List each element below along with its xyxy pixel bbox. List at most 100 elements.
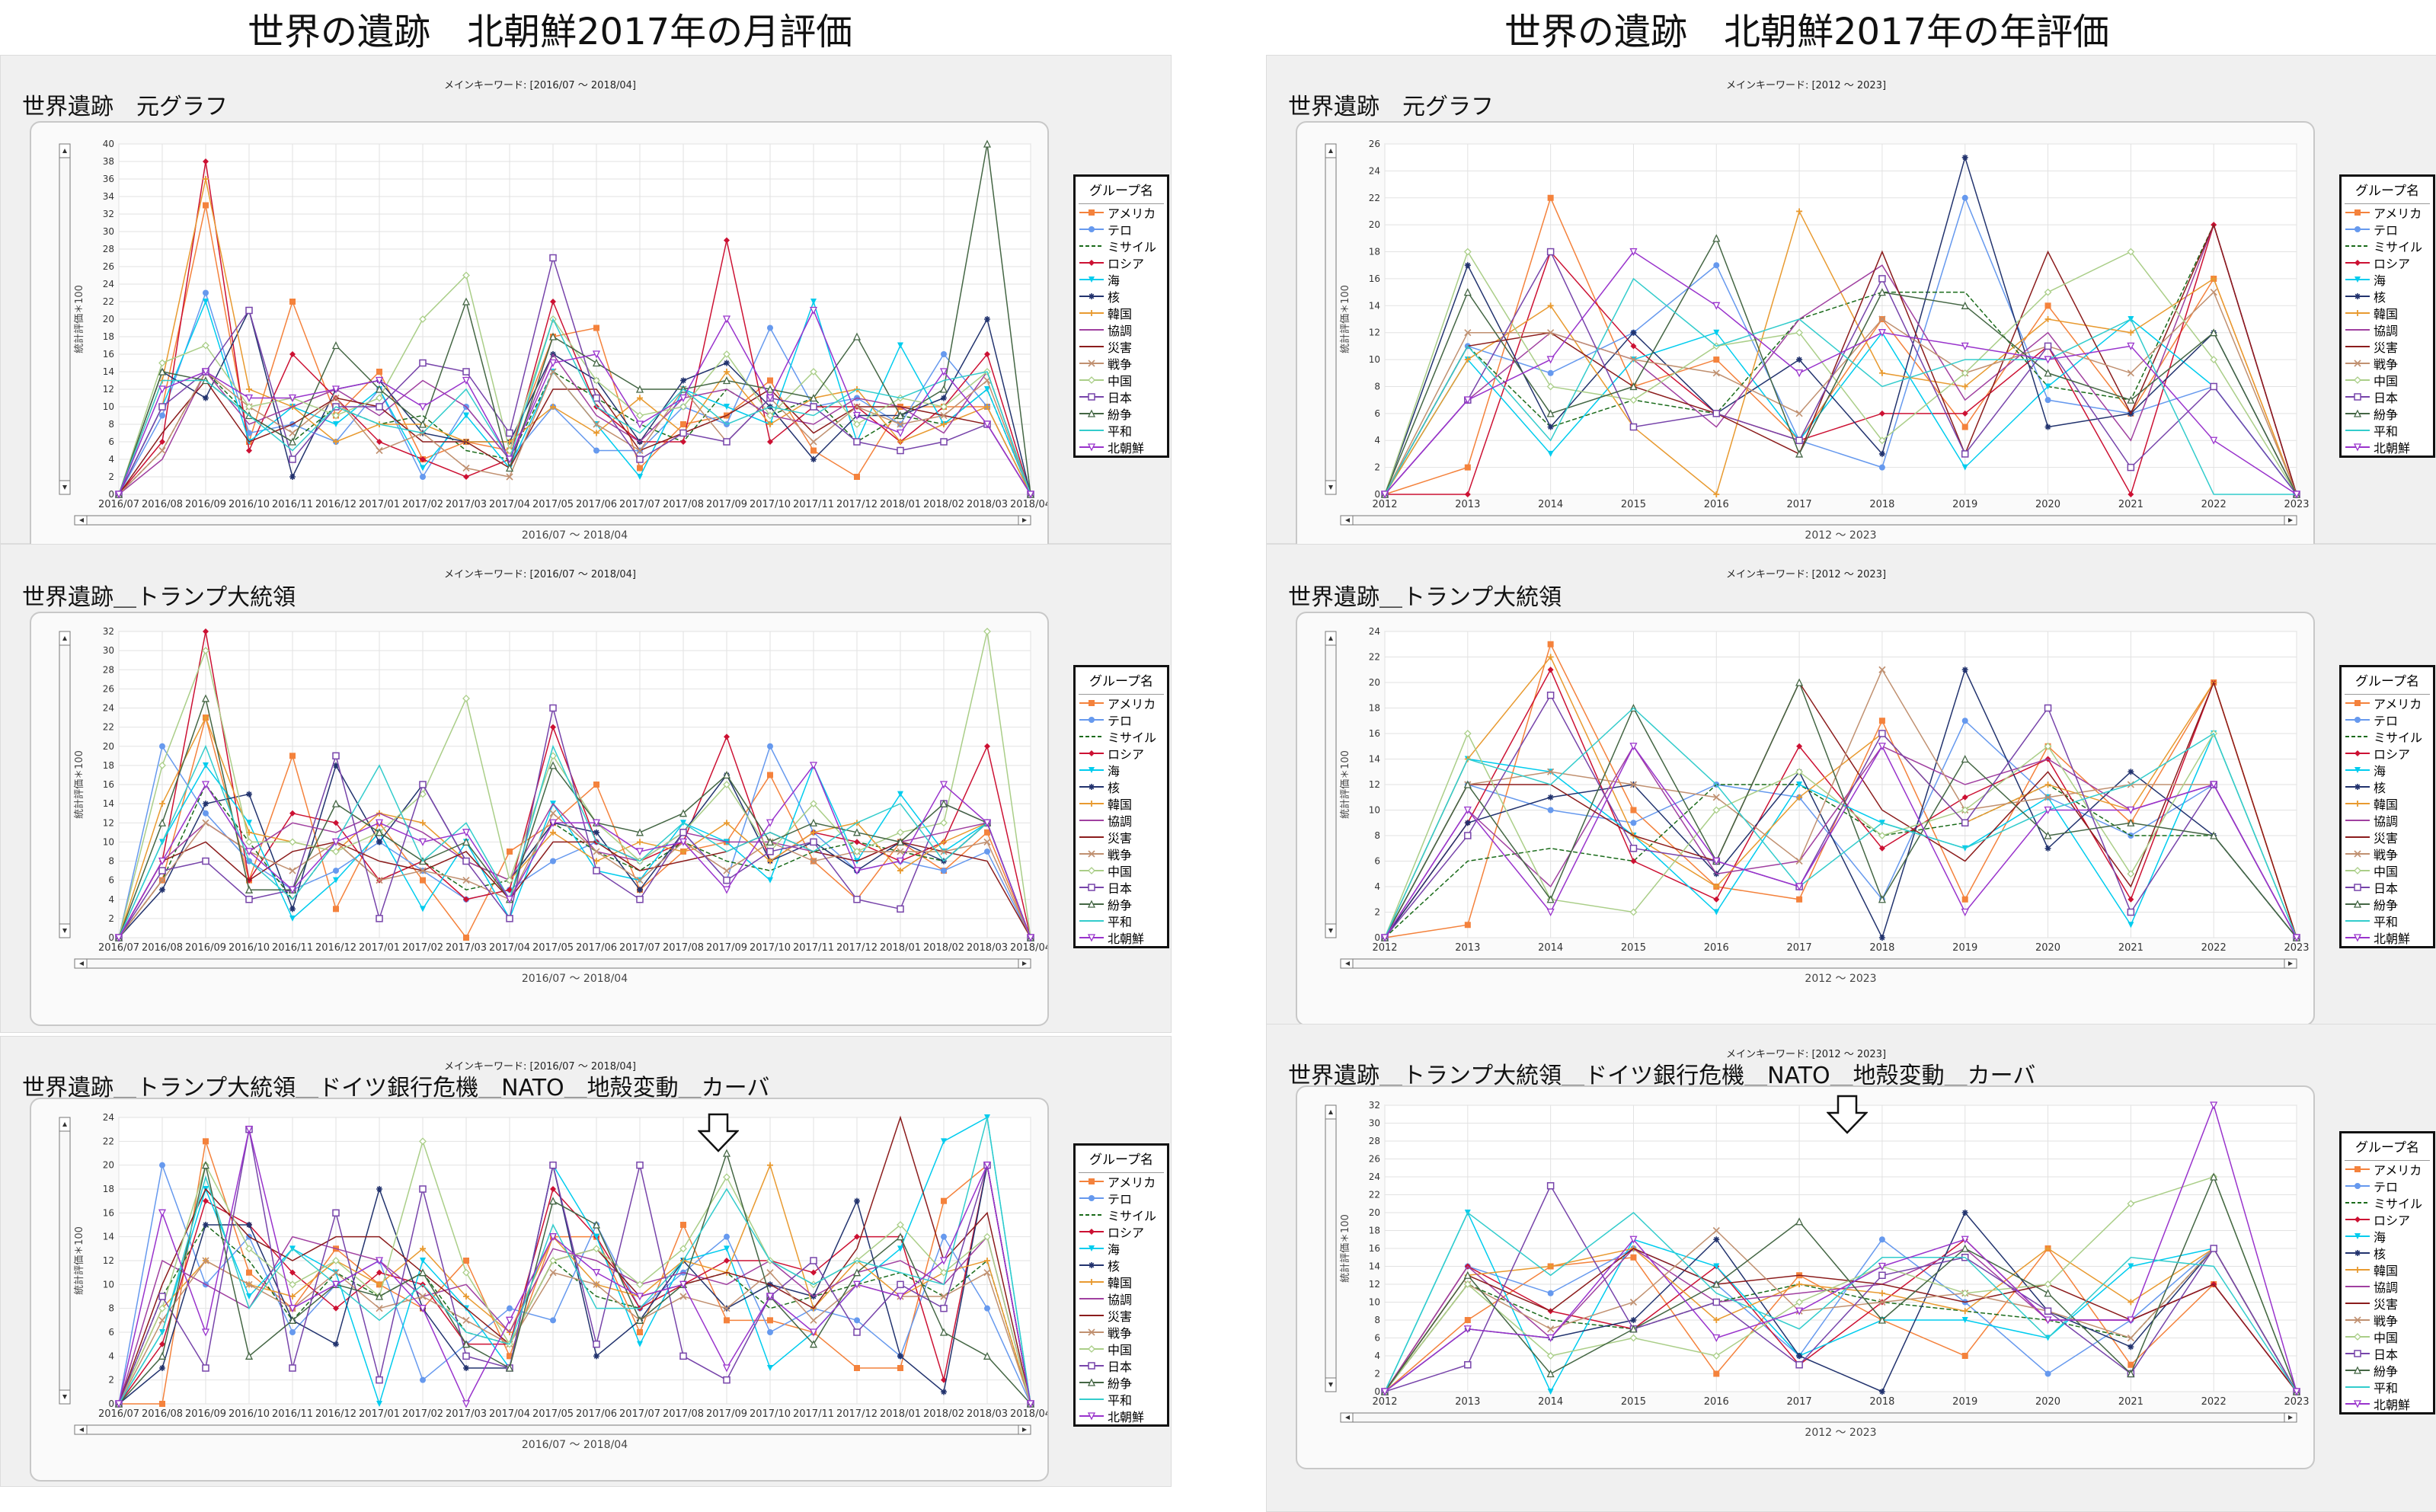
legend-item[interactable]: 戦争	[1076, 1324, 1167, 1341]
legend-item[interactable]: 紛争	[2342, 405, 2433, 422]
data-point	[420, 1258, 426, 1264]
legend-item[interactable]: 協調	[2342, 321, 2433, 338]
legend-item[interactable]: 韓国	[1076, 305, 1167, 321]
legend-item[interactable]: アメリカ	[2342, 695, 2433, 711]
legend-item[interactable]: 北朝鮮	[1076, 1408, 1167, 1424]
legend-item[interactable]: 紛争	[1076, 1374, 1167, 1391]
legend-item[interactable]: アメリカ	[1076, 204, 1167, 221]
legend-item[interactable]: 戦争	[2342, 846, 2433, 862]
legend-item[interactable]: 韓国	[2342, 795, 2433, 812]
legend-item[interactable]: 平和	[2342, 422, 2433, 439]
legend-item[interactable]: テロ	[1076, 1190, 1167, 1207]
legend-item[interactable]: 中国	[2342, 1328, 2433, 1345]
legend-item[interactable]: 日本	[1076, 388, 1167, 405]
y-tick-label: 4	[108, 894, 114, 905]
legend-item[interactable]: 中国	[1076, 862, 1167, 879]
legend-item[interactable]: 核	[1076, 778, 1167, 795]
data-point	[853, 403, 861, 411]
legend-item[interactable]: ロシア	[1076, 254, 1167, 271]
legend-item[interactable]: 海	[2342, 1228, 2433, 1245]
legend-item[interactable]: 韓国	[1076, 1274, 1167, 1290]
legend-item[interactable]: 日本	[1076, 879, 1167, 896]
legend-item[interactable]: 紛争	[1076, 405, 1167, 422]
legend-item[interactable]: 紛争	[1076, 896, 1167, 913]
data-point	[592, 359, 601, 367]
legend-item[interactable]: テロ	[2342, 1178, 2433, 1194]
legend-item[interactable]: 戦争	[2342, 1312, 2433, 1328]
legend-item[interactable]: アメリカ	[2342, 204, 2433, 221]
legend-item[interactable]: 協調	[1076, 1290, 1167, 1307]
legend-item[interactable]: 災害	[2342, 338, 2433, 355]
y-tick-label: 6	[108, 875, 114, 886]
legend-item[interactable]: 海	[2342, 762, 2433, 778]
legend-item[interactable]: 韓国	[2342, 1261, 2433, 1278]
legend-item[interactable]: 核	[2342, 778, 2433, 795]
legend-item[interactable]: 中国	[1076, 372, 1167, 388]
legend-item[interactable]: 北朝鮮	[2342, 439, 2433, 456]
legend-item[interactable]: 災害	[1076, 338, 1167, 355]
legend-item[interactable]: 中国	[2342, 862, 2433, 879]
legend-item[interactable]: アメリカ	[2342, 1161, 2433, 1178]
legend-item[interactable]: 戦争	[2342, 355, 2433, 372]
legend-item[interactable]: 北朝鮮	[2342, 929, 2433, 946]
legend-item[interactable]: 北朝鮮	[1076, 929, 1167, 946]
legend-item[interactable]: 核	[2342, 1245, 2433, 1261]
legend-item[interactable]: ロシア	[1076, 745, 1167, 762]
legend-item[interactable]: 韓国	[1076, 795, 1167, 812]
data-point	[289, 838, 296, 846]
legend-item[interactable]: 北朝鮮	[1076, 439, 1167, 456]
legend-item[interactable]: テロ	[2342, 711, 2433, 728]
legend-item[interactable]: 紛争	[2342, 896, 2433, 913]
legend-item[interactable]: 紛争	[2342, 1362, 2433, 1379]
legend-item[interactable]: ミサイル	[1076, 238, 1167, 254]
legend-item[interactable]: 平和	[2342, 913, 2433, 929]
legend-item[interactable]: 核	[2342, 288, 2433, 305]
legend-item[interactable]: 災害	[2342, 1295, 2433, 1312]
legend-item[interactable]: テロ	[1076, 221, 1167, 238]
legend-item[interactable]: ロシア	[1076, 1223, 1167, 1240]
legend-item[interactable]: テロ	[2342, 221, 2433, 238]
legend-item[interactable]: ロシア	[2342, 1211, 2433, 1228]
legend-item[interactable]: 海	[1076, 762, 1167, 778]
data-point	[1464, 1317, 1471, 1323]
legend-item[interactable]: 協調	[1076, 321, 1167, 338]
legend-item[interactable]: 日本	[1076, 1357, 1167, 1374]
legend-item[interactable]: 海	[2342, 271, 2433, 288]
data-point	[1712, 410, 1721, 417]
legend-item[interactable]: 戦争	[1076, 846, 1167, 862]
data-point	[1629, 781, 1638, 788]
legend-item[interactable]: アメリカ	[1076, 1173, 1167, 1190]
legend-item[interactable]: 核	[1076, 1257, 1167, 1274]
legend-item[interactable]: 海	[1076, 271, 1167, 288]
legend-item[interactable]: ミサイル	[2342, 728, 2433, 745]
legend-item[interactable]: 日本	[2342, 388, 2433, 405]
legend-item[interactable]: 北朝鮮	[2342, 1395, 2433, 1412]
legend-item[interactable]: 韓国	[2342, 305, 2433, 321]
legend-item[interactable]: 日本	[2342, 1345, 2433, 1362]
legend-item[interactable]: ミサイル	[2342, 1194, 2433, 1211]
legend-item[interactable]: 平和	[1076, 1391, 1167, 1408]
legend-item[interactable]: 核	[1076, 288, 1167, 305]
legend-item[interactable]: アメリカ	[1076, 695, 1167, 711]
legend-item[interactable]: ミサイル	[1076, 728, 1167, 745]
legend-item[interactable]: 戦争	[1076, 355, 1167, 372]
legend-item[interactable]: ロシア	[2342, 745, 2433, 762]
legend-item[interactable]: ミサイル	[2342, 238, 2433, 254]
legend-item[interactable]: 災害	[1076, 829, 1167, 846]
legend-item[interactable]: 中国	[2342, 372, 2433, 388]
legend-item[interactable]: ロシア	[2342, 254, 2433, 271]
legend-item[interactable]: 災害	[2342, 829, 2433, 846]
legend-item[interactable]: ミサイル	[1076, 1207, 1167, 1223]
y-tick-label: 22	[1369, 193, 1380, 203]
legend-item[interactable]: 協調	[2342, 1278, 2433, 1295]
legend-item[interactable]: 協調	[2342, 812, 2433, 829]
legend-item[interactable]: 日本	[2342, 879, 2433, 896]
legend-item[interactable]: 災害	[1076, 1307, 1167, 1324]
legend-item[interactable]: 平和	[2342, 1379, 2433, 1395]
legend-item[interactable]: 平和	[1076, 422, 1167, 439]
legend-item[interactable]: 中国	[1076, 1341, 1167, 1357]
legend-item[interactable]: 平和	[1076, 913, 1167, 929]
legend-item[interactable]: テロ	[1076, 711, 1167, 728]
legend-item[interactable]: 協調	[1076, 812, 1167, 829]
legend-item[interactable]: 海	[1076, 1240, 1167, 1257]
